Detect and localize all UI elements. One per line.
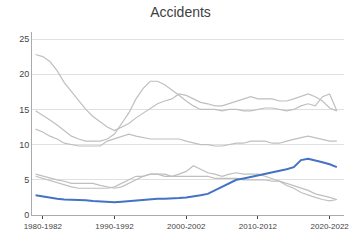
svg-text:15: 15 (19, 105, 29, 115)
svg-text:2010-2012: 2010-2012 (239, 222, 278, 231)
svg-text:2000-2002: 2000-2002 (167, 222, 206, 231)
svg-text:Accidents: Accidents (150, 4, 211, 20)
svg-text:1980-1982: 1980-1982 (24, 222, 63, 231)
svg-text:20: 20 (19, 69, 29, 79)
svg-text:2020-2022: 2020-2022 (311, 222, 350, 231)
svg-text:0: 0 (24, 210, 29, 220)
svg-text:10: 10 (19, 140, 29, 150)
svg-text:25: 25 (19, 34, 29, 44)
svg-text:1990-1992: 1990-1992 (95, 222, 134, 231)
svg-text:5: 5 (24, 175, 29, 185)
